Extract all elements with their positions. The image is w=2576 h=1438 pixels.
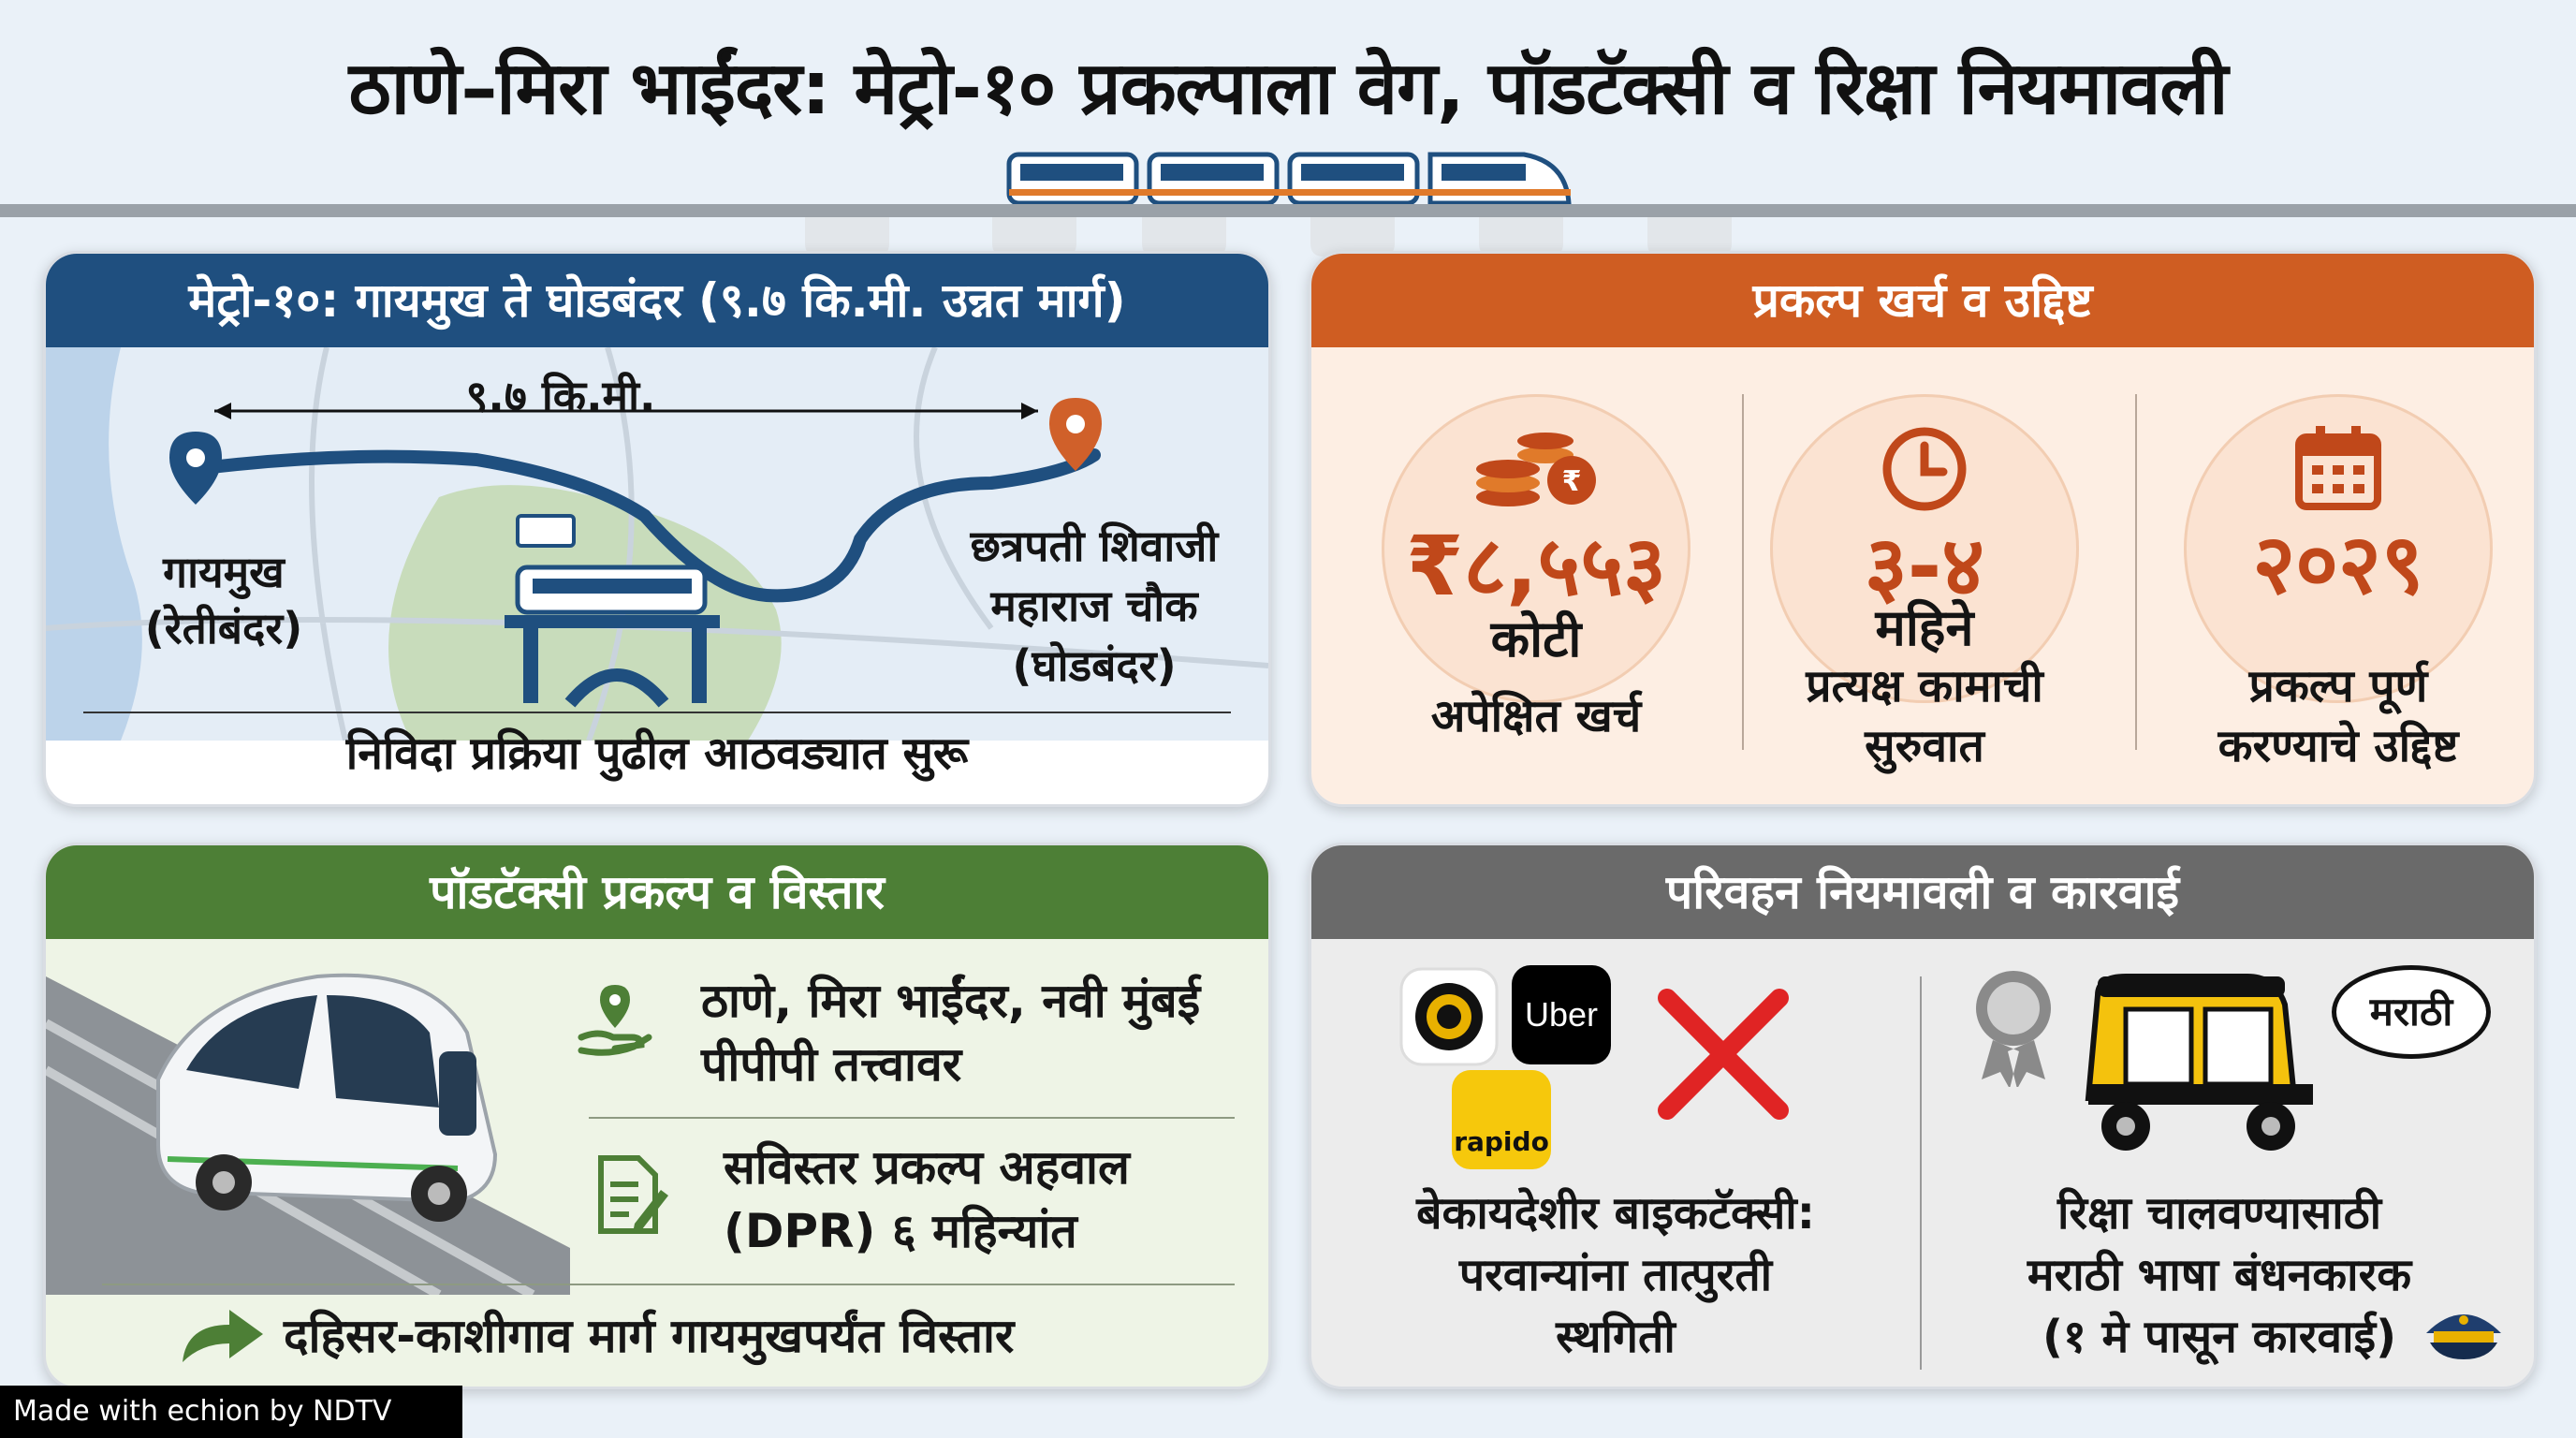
metro-train-icon: [1006, 152, 1572, 206]
timeline-value: ३-४: [1864, 518, 1985, 614]
timeline-label: प्रत्यक्ष कामाची सुरुवात: [1737, 656, 2112, 776]
metro-footer-note: निविदा प्रक्रिया पुढील आठवड्यात सुरू: [345, 727, 969, 780]
rickshaw-rule-line2: मराठी भाषा बंधनकारक: [2027, 1249, 2412, 1301]
rickshaw-rule-note: रिक्षा चालवण्यासाठी मराठी भाषा बंधनकारक …: [1948, 1182, 2491, 1368]
calendar-icon: [2295, 426, 2381, 510]
metro-card: मेट्रो-१०: गायमुख ते घोडबंदर (९.७ कि.मी.…: [43, 251, 1271, 807]
metro-header: मेट्रो-१०: गायमुख ते घोडबंदर (९.७ कि.मी.…: [46, 254, 1268, 347]
cost-value: ₹८,५५३: [1406, 518, 1666, 614]
target-label: प्रकल्प पूर्ण करण्याचे उद्दिष्ट: [2151, 656, 2525, 776]
metro-end-station: छत्रपती शिवाजी महाराज चौक (घोडबंदर): [926, 516, 1263, 696]
pod-taxi-icon: [46, 973, 570, 1295]
rapido-logo: rapido: [1452, 1070, 1551, 1169]
arrow-right-icon: [183, 1310, 263, 1362]
start-station-name: गायमुख: [163, 547, 285, 597]
bike-taxi-note-line2: परवान्यांना तात्पुरती: [1458, 1249, 1773, 1301]
pod-row1-line2: पीपीपी तत्त्वावर: [701, 1037, 962, 1092]
location-pin-icon: [1049, 398, 1102, 471]
coins-rupee-icon: ₹: [1476, 433, 1596, 506]
rickshaw-rule-line1: रिक्षा चालवण्यासाठी: [2056, 1187, 2382, 1240]
auto-rickshaw-icon: [2085, 974, 2313, 1151]
end-station-line1: छत्रपती शिवाजी: [970, 521, 1219, 571]
pod-header: पॉडटॅक्सी प्रकल्प व विस्तार: [46, 845, 1268, 939]
cost-label: अपेक्षित खर्च: [1430, 690, 1642, 742]
metro-track-decoration: [0, 152, 2576, 257]
marathi-speech-bubble: मराठी: [2332, 965, 2491, 1059]
target-label-line2: करण्याचे उद्दिष्ट: [2217, 720, 2459, 772]
timeline-unit: महिने: [1875, 598, 1974, 657]
metro-start-station: गायमुख (रेतीबंदर): [83, 544, 364, 656]
cost-unit: कोटी: [1490, 609, 1582, 668]
timeline-label-line2: सुरुवात: [1865, 720, 1984, 772]
timeline-label-line1: प्रत्यक्ष कामाची: [1806, 660, 2043, 712]
police-cap-icon: [2426, 1314, 2501, 1359]
location-hand-icon: [578, 985, 652, 1056]
metro-distance-label: ९.७ कि.मी.: [465, 371, 656, 421]
cost-stat-circle: ₹: [1382, 394, 1690, 703]
clock-icon: [1882, 427, 1967, 511]
badge-icon: [1976, 971, 2051, 1087]
pod-row2-line1: सविस्तर प्रकल्प अहवाल: [724, 1140, 1130, 1195]
metro-train-icon: [505, 514, 720, 708]
pod-row3: दहिसर-काशीगाव मार्ग गायमुखपर्यंत विस्तार: [284, 1309, 1015, 1363]
rapido-logo-text: rapido: [1454, 1126, 1549, 1157]
target-label-line1: प्रकल्प पूर्ण: [2248, 660, 2428, 712]
pod-card: पॉडटॅक्सी प्रकल्प व विस्तार ठाणे, मिरा भ…: [43, 843, 1271, 1389]
cross-icon: [1658, 989, 1789, 1120]
timeline-stat-circle: [1770, 394, 2079, 703]
metro-route-map: [46, 347, 1268, 741]
bike-taxi-note-line3: स्थगिती: [1556, 1311, 1676, 1363]
target-year: २०२९: [2252, 516, 2424, 612]
target-stat-circle: [2184, 394, 2493, 703]
svg-text:₹: ₹: [1562, 465, 1582, 498]
page-title: ठाणे–मिरा भाईंदर: मेट्रो-१० प्रकल्पाला व…: [348, 47, 2228, 131]
transport-header: परिवहन नियमावली व कारवाई: [1311, 845, 2534, 939]
transport-card: परिवहन नियमावली व कारवाई Uber rapido बेक…: [1309, 843, 2537, 1389]
location-pin-icon: [169, 432, 222, 505]
cost-card: प्रकल्प खर्च व उद्दिष्ट ₹ ₹८,५५३ कोटी अप…: [1309, 251, 2537, 807]
end-station-area: (घोडबंदर): [1012, 640, 1177, 691]
bike-taxi-note: बेकायदेशीर बाइकटॅक्सी: परवान्यांना तात्प…: [1330, 1182, 1901, 1368]
pod-row1-line1: ठाणे, मिरा भाईंदर, नवी मुंबई: [701, 974, 1201, 1028]
pod-row2-line2: (DPR) ६ महिन्यांत: [724, 1204, 1077, 1258]
pod-row1: ठाणे, मिरा भाईंदर, नवी मुंबई पीपीपी तत्त…: [701, 969, 1200, 1096]
uber-logo: Uber: [1512, 965, 1611, 1064]
start-station-area: (रेतीबंदर): [144, 603, 303, 653]
bike-taxi-note-line1: बेकायदेशीर बाइकटॅक्सी:: [1416, 1187, 1815, 1240]
end-station-line2: महाराज चौक: [990, 580, 1198, 631]
cost-header: प्रकल्प खर्च व उद्दिष्ट: [1311, 254, 2534, 347]
rickshaw-rule-line3: (१ मे पासून कारवाई): [2042, 1311, 2397, 1363]
document-pen-icon: [598, 1155, 668, 1234]
pod-row2: सविस्तर प्रकल्प अहवाल (DPR) ६ महिन्यांत: [724, 1136, 1130, 1263]
ola-logo-icon: [1399, 967, 1499, 1066]
watermark: Made with echion by NDTV: [0, 1386, 462, 1438]
